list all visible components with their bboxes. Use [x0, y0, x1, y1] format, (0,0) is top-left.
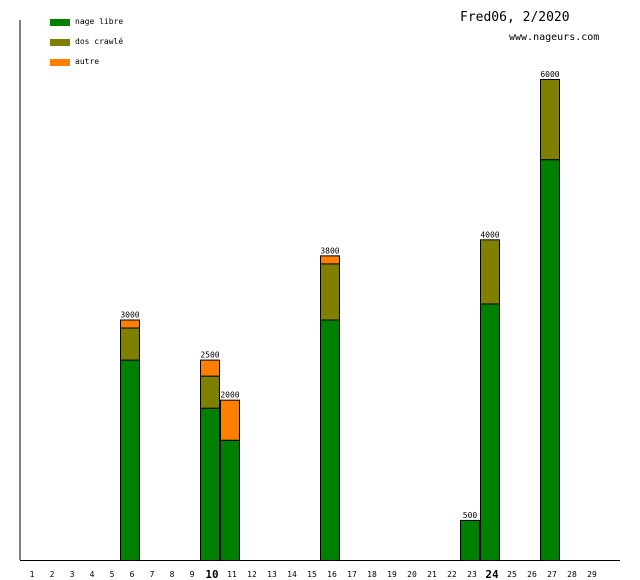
bar-10-series-1 — [200, 375, 220, 409]
x-tick-16: 16 — [327, 570, 337, 579]
x-tick-20: 20 — [407, 570, 417, 579]
x-tick-8: 8 — [170, 570, 175, 579]
data-label-6: 3000 — [120, 311, 139, 320]
bar-16-series-2 — [320, 255, 340, 265]
x-tick-1: 1 — [30, 570, 35, 579]
bar-16-series-0 — [320, 319, 340, 561]
x-tick-2: 2 — [50, 570, 55, 579]
x-tick-10: 10 — [205, 568, 218, 580]
legend-swatch-1 — [50, 39, 70, 46]
x-tick-4: 4 — [90, 570, 95, 579]
x-tick-3: 3 — [70, 570, 75, 579]
legend-label-1: dos crawlé — [75, 37, 124, 46]
bar-16-series-1 — [320, 263, 340, 321]
legend-label-2: autre — [75, 57, 100, 66]
bar-10-series-2 — [200, 359, 220, 377]
x-tick-6: 6 — [130, 570, 135, 579]
bar-6-series-1 — [120, 327, 140, 361]
x-tick-27: 27 — [547, 570, 557, 579]
x-tick-26: 26 — [527, 570, 537, 579]
x-tick-15: 15 — [307, 570, 317, 579]
legend-label-0: nage libre — [75, 17, 124, 26]
bar-6-series-0 — [120, 359, 140, 562]
x-tick-9: 9 — [190, 570, 195, 579]
bar-11-series-2 — [220, 399, 240, 441]
x-tick-17: 17 — [347, 570, 357, 579]
chart-title: Fred06, 2/2020 — [460, 10, 570, 25]
legend-swatch-2 — [50, 59, 70, 66]
bar-23-series-0 — [460, 519, 480, 562]
bar-11-series-0 — [220, 439, 240, 561]
x-tick-21: 21 — [427, 570, 437, 579]
x-tick-13: 13 — [267, 570, 277, 579]
x-tick-28: 28 — [567, 570, 577, 579]
chart-subtitle: www.nageurs.com — [509, 32, 600, 43]
data-label-10: 2500 — [200, 351, 219, 360]
x-tick-12: 12 — [247, 570, 257, 579]
x-tick-5: 5 — [110, 570, 115, 579]
bar-10-series-0 — [200, 407, 220, 561]
bar-24-series-1 — [480, 239, 500, 305]
x-tick-14: 14 — [287, 570, 297, 579]
x-tick-7: 7 — [150, 570, 155, 579]
data-label-16: 3800 — [320, 246, 339, 255]
data-label-24: 4000 — [480, 230, 499, 239]
bar-27-series-1 — [540, 79, 560, 161]
x-tick-22: 22 — [447, 570, 457, 579]
bar-6-series-2 — [120, 319, 140, 329]
x-tick-25: 25 — [507, 570, 517, 579]
legend-swatch-0 — [50, 19, 70, 26]
x-tick-29: 29 — [587, 570, 597, 579]
x-tick-19: 19 — [387, 570, 397, 579]
data-label-23: 500 — [463, 511, 478, 520]
data-label-11: 2000 — [220, 391, 239, 400]
bar-24-series-0 — [480, 303, 500, 561]
x-tick-18: 18 — [367, 570, 377, 579]
data-label-27: 6000 — [540, 70, 559, 79]
x-tick-24: 24 — [485, 568, 499, 580]
bar-27-series-0 — [540, 159, 560, 562]
x-tick-23: 23 — [467, 570, 477, 579]
x-tick-11: 11 — [227, 570, 237, 579]
